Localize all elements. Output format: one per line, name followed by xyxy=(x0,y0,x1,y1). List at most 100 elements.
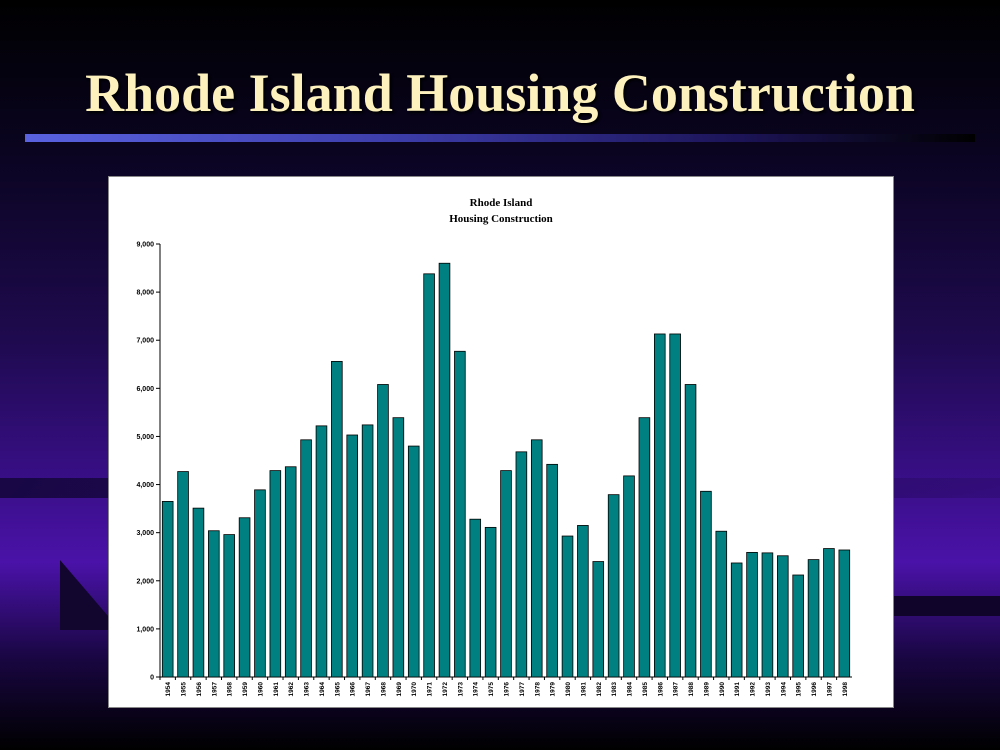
bar xyxy=(177,471,189,678)
x-tick-label: 1965 xyxy=(334,682,341,697)
bar xyxy=(777,555,789,678)
x-tick-label: 1954 xyxy=(165,682,172,697)
x-tick-label: 1969 xyxy=(396,682,403,697)
bar xyxy=(438,262,451,678)
bar xyxy=(746,551,758,678)
y-tick-label: 2,000 xyxy=(136,578,154,585)
bar xyxy=(331,360,343,678)
bar xyxy=(284,466,297,678)
bar xyxy=(730,562,743,678)
x-tick-label: 1979 xyxy=(550,682,557,697)
x-tick-label: 1989 xyxy=(703,682,710,697)
bar xyxy=(454,350,466,678)
chart-panel: Rhode Island Housing Construction 0 1,000… xyxy=(108,176,894,708)
bar xyxy=(807,559,820,678)
bar xyxy=(161,500,174,678)
x-tick-label: 1991 xyxy=(734,682,741,697)
x-tick-label: 1958 xyxy=(227,682,234,697)
x-tick-label: 1963 xyxy=(304,682,311,697)
bar xyxy=(392,417,405,678)
x-tick-label: 1993 xyxy=(765,682,772,697)
x-tick-label: 1960 xyxy=(257,682,264,697)
y-tick-label: 9,000 xyxy=(136,242,154,249)
bar xyxy=(561,535,574,678)
bar xyxy=(484,526,497,678)
x-tick-label: 1980 xyxy=(565,682,572,697)
bar xyxy=(715,530,728,678)
bar xyxy=(238,517,251,678)
x-tick-label: 1959 xyxy=(242,682,249,697)
bar xyxy=(407,445,420,678)
x-tick-label: 1988 xyxy=(688,682,695,697)
x-tick-label: 1972 xyxy=(442,682,449,697)
x-tick-label: 1987 xyxy=(673,682,680,697)
bar xyxy=(208,530,220,678)
bar xyxy=(592,561,605,678)
x-tick-label: 1978 xyxy=(534,682,541,697)
bar xyxy=(577,525,589,678)
x-tick-label: 1971 xyxy=(427,682,434,697)
y-tick-label: 6,000 xyxy=(136,386,154,393)
x-tick-label: 1967 xyxy=(365,682,372,697)
bar xyxy=(607,494,620,678)
bar xyxy=(192,507,205,678)
bar xyxy=(500,470,512,678)
x-tick-label: 1985 xyxy=(642,682,649,697)
x-tick-label: 1986 xyxy=(657,682,664,697)
x-tick-label: 1998 xyxy=(842,682,849,697)
bar xyxy=(515,451,528,678)
x-tick-label: 1975 xyxy=(488,682,495,697)
bar xyxy=(530,439,543,678)
x-tick-label: 1962 xyxy=(288,682,295,697)
x-tick-label: 1955 xyxy=(181,682,188,697)
bar xyxy=(223,534,235,678)
x-tick-label: 1997 xyxy=(826,682,833,697)
y-tick-label: 5,000 xyxy=(136,434,154,441)
x-tick-label: 1968 xyxy=(380,682,387,697)
bar xyxy=(361,424,374,678)
bar xyxy=(377,384,389,678)
background-band-right xyxy=(890,596,1000,616)
x-tick-label: 1990 xyxy=(719,682,726,697)
y-tick-label: 3,000 xyxy=(136,530,154,537)
bar xyxy=(300,439,312,678)
x-tick-label: 1966 xyxy=(350,682,357,697)
bar xyxy=(838,549,851,678)
bar xyxy=(792,574,804,678)
x-tick-label: 1984 xyxy=(627,682,634,697)
y-tick-label: 8,000 xyxy=(136,290,154,297)
chart-subtitle: Housing Construction xyxy=(449,213,553,225)
bar xyxy=(700,490,712,678)
x-tick-label: 1992 xyxy=(750,682,757,697)
bar xyxy=(653,333,666,678)
x-tick-label: 1973 xyxy=(457,682,464,697)
x-tick-label: 1956 xyxy=(196,682,203,697)
y-tick-label: 7,000 xyxy=(136,338,154,345)
x-tick-label: 1982 xyxy=(596,682,603,697)
y-tick-label: 0 xyxy=(150,675,154,682)
x-tick-label: 1974 xyxy=(473,682,480,697)
bar xyxy=(346,434,359,678)
chart-title-block: Rhode Island Housing Construction xyxy=(109,195,893,227)
bar xyxy=(546,463,558,678)
x-tick-label: 1957 xyxy=(211,682,218,697)
title-underline xyxy=(25,134,975,142)
bar-chart: 0 1,000 2,000 3,000 4,000 5,000 6,000 7,000 8,00… xyxy=(136,242,852,697)
bar xyxy=(623,475,635,678)
bar xyxy=(423,273,435,678)
y-tick-label: 4,000 xyxy=(136,482,154,489)
bar xyxy=(823,548,835,678)
x-tick-label: 1964 xyxy=(319,682,326,697)
x-tick-label: 1983 xyxy=(611,682,618,697)
y-tick-label: 1,000 xyxy=(136,626,154,633)
bar xyxy=(469,518,482,678)
bar xyxy=(315,425,328,678)
bar xyxy=(684,384,697,678)
chart-title: Rhode Island xyxy=(469,197,533,209)
bar xyxy=(669,333,681,678)
bar xyxy=(269,470,282,678)
x-tick-label: 1981 xyxy=(580,682,587,697)
bar xyxy=(761,552,774,678)
bar xyxy=(254,489,266,678)
x-tick-label: 1995 xyxy=(796,682,803,697)
